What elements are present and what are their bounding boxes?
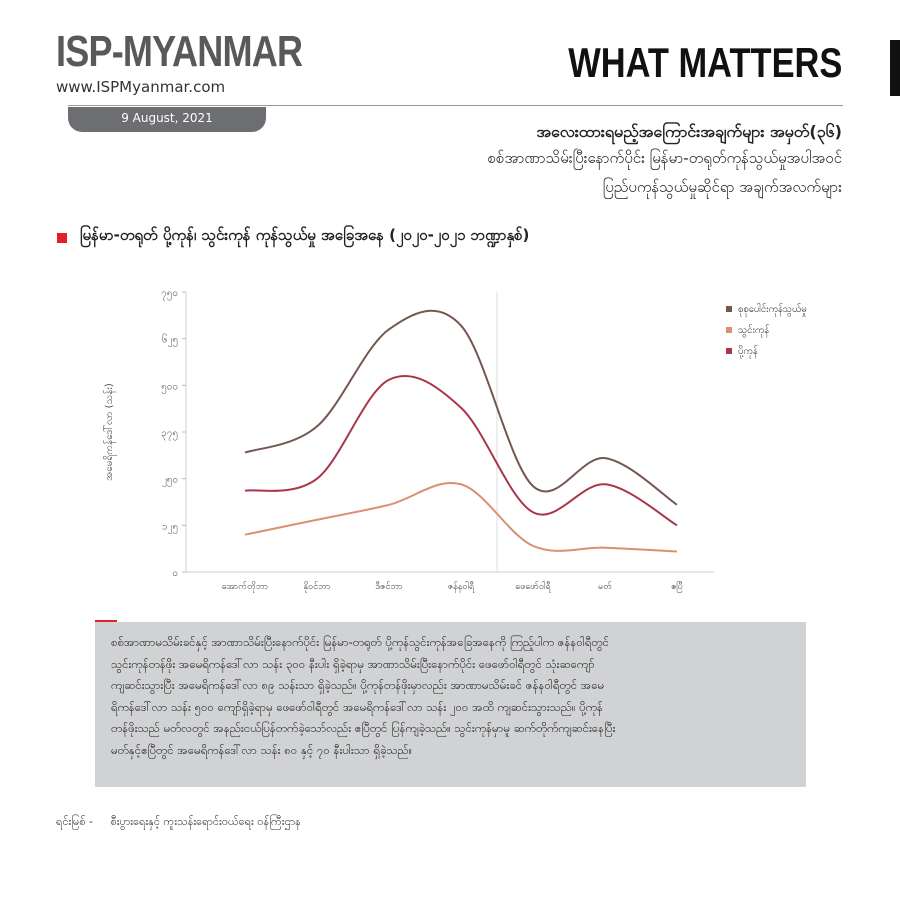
y-tick-label: ၇၅၀: [161, 288, 178, 301]
chart-subtitle: မြန်မာ-တရုတ် ပို့ကုန်၊ သွင်းကုန် ကုန်သွယ…: [80, 226, 530, 244]
series-label: WHAT MATTERS: [567, 39, 842, 86]
x-tick-label: ဒီဇင်ဘာ: [375, 581, 402, 592]
note-accent: [95, 620, 117, 623]
note-line: ရိကန်ဒေါ်လာ သန်း ၅၀၀ ကျော်ရှိခဲ့ရာမှ ဖေဖ…: [111, 699, 603, 714]
y-tick-label: ၀: [172, 568, 178, 579]
website-url[interactable]: www.ISPMyanmar.com: [56, 78, 226, 96]
y-tick-label: ၅၀၀: [161, 381, 178, 394]
x-tick-label: ဖေဖော်ဝါရီ: [515, 581, 551, 593]
x-tick-label: ဇန်နဝါရီ: [448, 581, 475, 593]
page-title: အလေးထားရမည့်အကြောင်းအချက်များ အမှတ်(၃၆): [536, 122, 842, 141]
side-accent-bar: [890, 40, 900, 96]
legend-label: ပို့ကုန်: [738, 346, 758, 358]
note-line: ကျဆင်းသွားပြီး အမေရိကန်ဒေါ်လာ ၈၉ သန်းသာ …: [111, 678, 605, 692]
x-tick-label: နိုဝင်ဘာ: [303, 581, 330, 593]
series-line-2: [244, 374, 678, 527]
header-divider: [68, 105, 843, 106]
date-badge: 9 August, 2021: [68, 107, 266, 132]
subtitle-bullet-icon: [57, 233, 67, 243]
note-line: တန်ဖိုးသည် မတ်လတွင် အနည်းငယ်ပြန်တက်ခဲ့သေ…: [111, 721, 616, 735]
note-line: မတ်နှင့်ဧပြီတွင် အမေရိကန်ဒေါ်လာ သန်း ၈၀ …: [111, 742, 413, 757]
x-tick-label: ဧပြီ: [671, 581, 683, 593]
summary-note: စစ်အာဏာမသိမ်းခင်နှင့် အာဏာသိမ်းပြီးနောက်…: [95, 622, 806, 787]
brand-logo: ISP-MYANMAR: [56, 27, 303, 76]
y-tick-label: ၁၂၅: [162, 521, 178, 534]
legend-label: သွင်းကုန်: [738, 325, 770, 337]
note-line: သွင်းကုန်တန်ဖိုး အမေရိကန်ဒေါ်လာ သန်း ၃၀၀…: [111, 656, 595, 671]
x-tick-label: မတ်: [598, 581, 612, 592]
page-title-line2: စစ်အာဏာသိမ်းပြီးနောက်ပိုင်း မြန်မာ-တရုတ်…: [487, 149, 842, 167]
y-tick-label: ၆၂၅: [162, 333, 178, 348]
series-line-1: [244, 482, 678, 553]
legend-swatch: [726, 348, 732, 354]
y-axis-label: အမေရိကန်ဒေါ်လာ (သန်း): [102, 383, 117, 481]
legend-swatch: [726, 306, 732, 312]
source-text: စီးပွားရေးနှင့် ကူးသန်းရောင်းဝယ်ရေး ဝန်က…: [110, 815, 301, 828]
x-tick-label: အောက်တိုဘာ: [222, 581, 268, 593]
source-credit: ရင်းမြစ် - စီးပွားရေးနှင့် ကူးသန်းရောင်း…: [56, 815, 315, 831]
y-tick-label: ၂၅၀: [162, 475, 178, 488]
source-label: ရင်းမြစ် -: [56, 815, 93, 828]
note-line: စစ်အာဏာမသိမ်းခင်နှင့် အာဏာသိမ်းပြီးနောက်…: [111, 635, 610, 649]
legend-swatch: [726, 327, 732, 333]
series-line-0: [244, 309, 678, 506]
page-title-line3: ပြည်ပကုန်သွယ်မှုဆိုင်ရာ အချက်အလက်များ: [602, 178, 842, 196]
legend-label: စုစုပေါင်းကုန်သွယ်မှု: [738, 304, 807, 316]
y-tick-label: ၃၇၅: [161, 428, 178, 441]
